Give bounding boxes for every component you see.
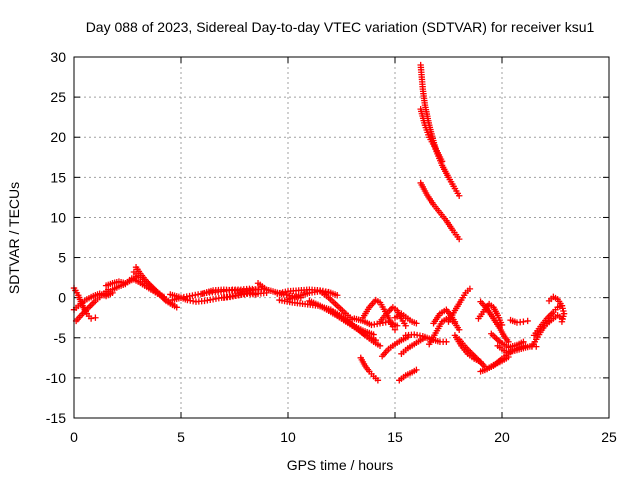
- series-track-46: [417, 105, 446, 165]
- data-point: [334, 292, 341, 299]
- data-point: [92, 314, 99, 321]
- y-tick-label: -5: [54, 330, 67, 346]
- data-point: [376, 342, 384, 349]
- data-point: [451, 318, 459, 325]
- series-track-26: [378, 333, 412, 360]
- data-point: [173, 304, 180, 311]
- x-tick-label: 25: [601, 429, 617, 445]
- y-tick-label: 20: [50, 129, 66, 145]
- series-track-38: [494, 342, 540, 356]
- data-point: [372, 336, 379, 344]
- series-track-39: [488, 330, 527, 351]
- data-point: [456, 326, 463, 333]
- data-point: [374, 377, 382, 384]
- x-tick-label: 10: [280, 429, 296, 445]
- tick-labels: 0 5 10 15 20 25 -15 -10 -5 0 5 10 15 20 25 30: [46, 49, 617, 445]
- series-track-18: [331, 310, 379, 344]
- data-point: [466, 285, 474, 293]
- y-tick-label: 30: [50, 49, 66, 65]
- data-point: [520, 318, 527, 325]
- data-point: [456, 192, 463, 199]
- series-track-47: [417, 179, 463, 243]
- series-track-30: [430, 306, 459, 327]
- data-point: [505, 353, 512, 361]
- data-point: [505, 338, 512, 345]
- y-tick-label: 0: [58, 290, 66, 306]
- series-track-28: [402, 331, 450, 345]
- data-point: [413, 320, 420, 327]
- series-track-24: [357, 354, 382, 384]
- data-point: [456, 235, 463, 243]
- y-tick-label: -15: [46, 410, 66, 426]
- plot-border: [73, 56, 610, 419]
- y-tick-label: 25: [50, 89, 66, 105]
- series-track-08: [130, 268, 176, 308]
- data-point: [402, 322, 409, 329]
- data-point: [438, 158, 446, 165]
- x-tick-label: 0: [70, 429, 78, 445]
- series-track-33: [456, 336, 489, 370]
- data-point: [413, 366, 420, 374]
- series-track-44: [541, 312, 566, 329]
- data-points: [70, 61, 568, 384]
- y-tick-label: -10: [46, 370, 66, 386]
- series-track-31: [445, 285, 474, 325]
- x-tick-label: 5: [177, 429, 185, 445]
- grid-lines: [74, 57, 609, 418]
- series-track-23: [391, 310, 420, 327]
- data-point: [558, 315, 566, 322]
- y-tick-label: 15: [50, 169, 66, 185]
- series-track-27: [396, 366, 420, 384]
- y-axis-label: SDTVAR / TECUs: [6, 182, 22, 294]
- x-tick-label: 20: [494, 429, 510, 445]
- data-point: [393, 322, 401, 329]
- data-point: [520, 338, 527, 345]
- chart-title: Day 088 of 2023, Sidereal Day-to-day VTE…: [86, 19, 595, 35]
- y-tick-label: 10: [50, 209, 66, 225]
- series-track-19: [316, 288, 356, 323]
- series-track-21: [351, 315, 401, 329]
- data-point: [524, 317, 531, 325]
- series-track-40: [507, 316, 531, 326]
- series-track-35: [477, 298, 512, 345]
- y-tick-label: 5: [58, 250, 66, 266]
- data-point: [443, 338, 450, 345]
- x-tick-label: 15: [387, 429, 403, 445]
- x-axis-label: GPS time / hours: [287, 457, 394, 473]
- series-track-11: [199, 285, 268, 297]
- series-track-37: [477, 353, 512, 375]
- data-point: [87, 315, 95, 322]
